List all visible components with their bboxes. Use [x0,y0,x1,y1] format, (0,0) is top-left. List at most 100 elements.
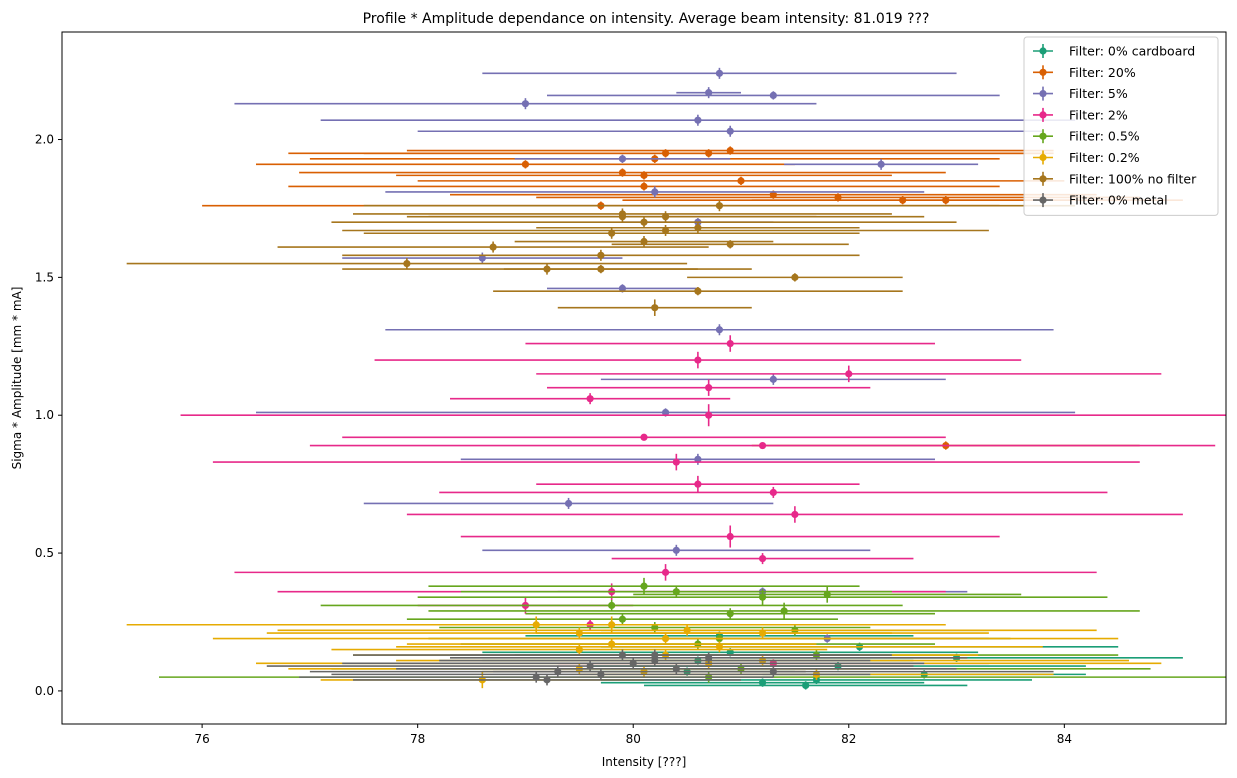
y-tick-label: 0.5 [35,546,54,560]
legend-marker [1039,175,1047,183]
data-point [845,370,853,378]
data-point [758,441,767,450]
legend-marker [1039,132,1047,140]
x-tick-label: 82 [841,732,856,746]
y-axis: 0.0 0.5 1.0 1.5 2.0 [35,133,62,698]
legend-label: Filter: 0.2% [1069,150,1140,165]
data-point [769,191,777,199]
plot-area [126,67,1226,690]
legend-box [1023,36,1219,216]
data-point [715,202,724,210]
data-point [769,488,777,497]
data-point [705,149,713,157]
data-point [597,265,605,273]
legend-marker [1039,153,1047,162]
legend-item: Filter: 0.2% [1033,150,1140,165]
data-point [543,676,551,684]
data-point [672,458,680,466]
data-point [737,177,745,185]
data-point [575,645,583,654]
data-point [608,640,616,648]
data-point [705,384,713,392]
data-point [694,480,702,488]
data-point [672,546,680,554]
data-point [726,339,734,348]
data-point [532,673,540,681]
y-tick-label: 1.5 [35,270,54,284]
legend-label: Filter: 0% metal [1069,193,1168,208]
data-point [661,213,670,221]
data-point [651,304,659,312]
y-axis-label: Sigma * Amplitude [mm * mA] [10,287,24,470]
data-point [726,648,734,656]
data-point [715,326,724,334]
data-point [780,607,788,615]
data-point [640,582,648,590]
data-point [694,455,702,463]
legend-marker [1039,68,1047,76]
x-axis-label: Intensity [???] [602,755,687,769]
data-point [726,532,734,541]
data-point [715,69,724,77]
data-point [726,240,734,248]
data-point [597,251,605,259]
data-point [769,375,777,383]
data-point [640,171,648,179]
data-point [769,668,777,676]
data-point [683,626,691,634]
x-axis: 767880828486 [194,724,1072,746]
data-point [802,681,810,690]
data-point [769,91,777,100]
x-tick-label: 84 [1057,732,1072,746]
data-point [521,100,530,108]
data-point [758,554,767,563]
legend-label: Filter: 100% no filter [1069,171,1197,186]
y-tick-label: 1.0 [35,408,54,422]
legend-label: Filter: 2% [1069,107,1128,122]
data-point [651,623,659,632]
data-point [661,226,670,235]
data-point [597,670,605,678]
legend-marker [1039,111,1047,119]
y-tick-label: 0.0 [35,684,54,698]
data-point [694,356,702,364]
data-point [586,395,594,403]
data-point [694,224,702,232]
legend-item: Filter: 2% [1033,107,1128,122]
chart-title: Profile * Amplitude dependance on intens… [363,11,930,27]
data-point [651,656,659,665]
data-point [834,193,842,202]
data-point [705,654,713,662]
data-point [661,568,670,576]
data-point [618,169,627,177]
legend-item: Filter: 0.5% [1033,129,1140,144]
data-point [758,629,767,637]
data-point [705,89,713,97]
data-point [823,590,831,599]
data-point [791,273,799,281]
legend-item: Filter: 0% metal [1033,193,1168,208]
data-point [629,659,637,667]
data-point [672,665,680,673]
data-point [618,155,627,163]
y-tick-label: 2.0 [35,133,54,147]
data-point [564,499,573,508]
legend-item: Filter: 5% [1033,86,1128,101]
data-point [640,182,648,190]
legend-label: Filter: 5% [1069,86,1128,101]
data-point [726,610,734,618]
data-point [661,408,670,417]
data-point [651,188,659,196]
data-point [403,259,411,268]
data-point [608,621,616,629]
x-tick-label: 76 [194,732,209,746]
data-point [478,254,486,262]
data-point [758,679,767,687]
data-point [705,411,713,419]
legend-label: Filter: 0% cardboard [1069,44,1195,59]
data-point [661,634,670,643]
legend-marker [1039,196,1047,204]
data-point [791,510,799,519]
data-point [758,593,767,601]
data-point [694,116,702,124]
